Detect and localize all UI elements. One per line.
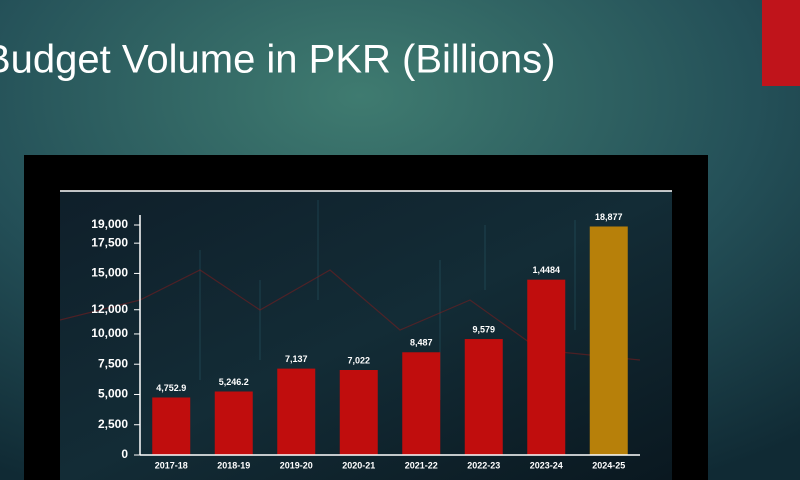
y-tick-label: 12,000 <box>91 302 128 316</box>
data-label: 5,246.2 <box>219 377 249 387</box>
data-label: 8,487 <box>410 338 433 348</box>
y-tick-label: 5,000 <box>98 387 128 401</box>
y-tick-label: 7,500 <box>98 356 128 370</box>
bar <box>589 226 628 455</box>
y-tick-label: 19,000 <box>91 217 128 231</box>
data-label: 9,579 <box>472 324 495 334</box>
bar <box>277 368 316 455</box>
y-tick-label: 17,500 <box>91 235 128 249</box>
x-tick-label: 2024-25 <box>592 460 625 470</box>
bar <box>464 339 503 455</box>
data-label: 7,022 <box>347 355 370 365</box>
bar <box>527 279 566 455</box>
data-label: 18,877 <box>595 212 623 222</box>
y-tick-label: 2,500 <box>98 417 128 431</box>
x-tick-label: 2021-22 <box>405 460 438 470</box>
accent-block <box>762 0 800 86</box>
plot: 0 2,500 5,000 7,500 10,000 12,000 15,000 17,500… <box>91 212 640 470</box>
x-tick-label: 2017-18 <box>155 460 188 470</box>
data-label: 4,752.9 <box>156 383 186 393</box>
data-label: 1,4484 <box>532 265 560 275</box>
y-tick-label: 15,000 <box>91 266 128 280</box>
bar <box>214 391 253 455</box>
data-label: 7,137 <box>285 354 308 364</box>
decor-line <box>59 269 641 361</box>
x-tick-label: 2019-20 <box>280 460 313 470</box>
y-tick-label: 10,000 <box>91 326 128 340</box>
x-tick-label: 2023-24 <box>530 460 563 470</box>
bar <box>152 397 191 455</box>
y-tick-label: 0 <box>121 447 128 461</box>
bar <box>339 369 378 455</box>
bar <box>402 352 441 455</box>
slide-title: Budget Volume in PKR (Billions) <box>0 38 555 82</box>
x-tick-label: 2018-19 <box>217 460 250 470</box>
x-tick-label: 2022-23 <box>467 460 500 470</box>
x-tick-label: 2020-21 <box>342 460 375 470</box>
